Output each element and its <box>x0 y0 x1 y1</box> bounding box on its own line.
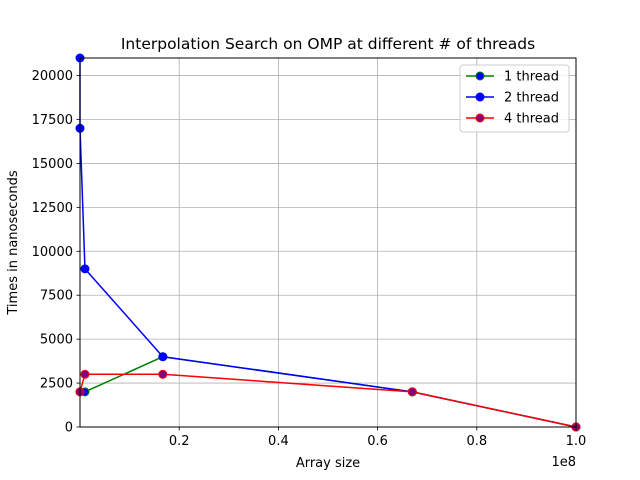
y-tick-label: 5000 <box>40 333 73 348</box>
y-axis-label: Times in nanoseconds <box>6 170 21 315</box>
legend-marker <box>475 71 485 81</box>
x-tick-label: 0.8 <box>466 434 487 449</box>
x-axis-offset-label: 1e8 <box>551 455 576 470</box>
x-tick-label: 0.4 <box>268 434 289 449</box>
x-tick-label: 0.2 <box>169 434 190 449</box>
y-tick-label: 17500 <box>32 113 73 128</box>
series-point-3 <box>80 369 90 379</box>
legend-marker <box>475 113 485 123</box>
y-tick-label: 10000 <box>32 245 73 260</box>
grid <box>80 58 577 428</box>
legend-label: 2 thread <box>504 91 559 106</box>
y-tick-label: 7500 <box>40 289 73 304</box>
x-tick-label: 1.0 <box>566 434 587 449</box>
legend-box <box>459 64 570 133</box>
legend-label: 1 thread <box>504 70 559 85</box>
series-point-3 <box>158 369 168 379</box>
legend-marker <box>475 92 485 102</box>
legend: 1 thread 2 thread 4 thread <box>459 64 570 133</box>
series-point-2 <box>80 264 90 274</box>
y-tick-label: 15000 <box>32 157 73 172</box>
series-point-3 <box>407 387 417 397</box>
axis-ticks: 0.2 0.4 0.6 0.8 1.0 0 2500 5000 7500 10000 12500 15… <box>32 69 587 449</box>
y-tick-label: 20000 <box>32 69 73 84</box>
y-tick-label: 12500 <box>32 201 73 216</box>
plot-frame <box>79 57 577 428</box>
y-tick-label: 2500 <box>40 377 73 392</box>
x-axis-label: Array size <box>296 456 360 471</box>
series-point-2 <box>158 352 168 362</box>
y-tick-label: 0 <box>65 421 73 436</box>
legend-label: 4 thread <box>504 112 559 127</box>
x-tick-label: 0.6 <box>367 434 388 449</box>
chart-title: Interpolation Search on OMP at different… <box>121 35 535 53</box>
